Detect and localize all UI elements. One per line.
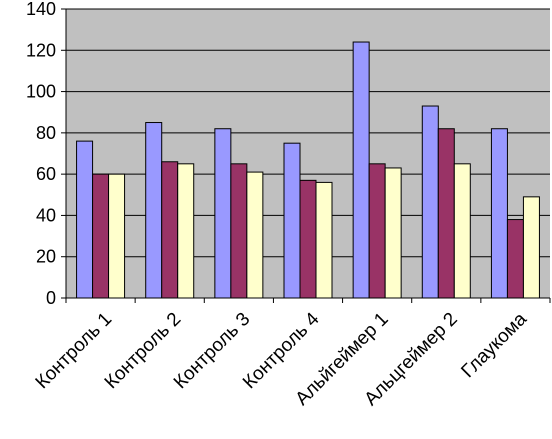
bar [283, 142, 301, 299]
bar [368, 163, 386, 299]
bar [352, 41, 370, 299]
bar [145, 122, 163, 299]
bar [214, 128, 232, 299]
bar [522, 196, 540, 299]
y-tick-label: 20 [36, 247, 56, 267]
y-tick-label: 140 [26, 0, 56, 19]
bar [453, 163, 471, 299]
bar [76, 140, 94, 299]
y-tick-label: 100 [26, 82, 56, 102]
bars [76, 41, 540, 299]
x-tick-label: Глаукома [458, 308, 532, 382]
bar [506, 219, 524, 299]
bar [421, 105, 439, 299]
bar [92, 173, 110, 299]
y-tick-label: 40 [36, 205, 56, 225]
bar [437, 128, 455, 299]
bar [299, 179, 317, 299]
bar [315, 181, 333, 299]
y-tick-label: 80 [36, 123, 56, 143]
bar [177, 163, 195, 299]
y-tick-label: 120 [26, 40, 56, 60]
bar [108, 173, 126, 299]
bar [246, 171, 264, 299]
y-tick-label: 0 [46, 288, 56, 308]
bar [230, 163, 248, 299]
axes [65, 9, 550, 299]
bar [490, 128, 508, 299]
y-tick-label: 60 [36, 164, 56, 184]
bar [384, 167, 402, 299]
bar [161, 161, 179, 299]
y-tick-labels: 0 20 40 60 80 100 120 140 [26, 0, 66, 308]
